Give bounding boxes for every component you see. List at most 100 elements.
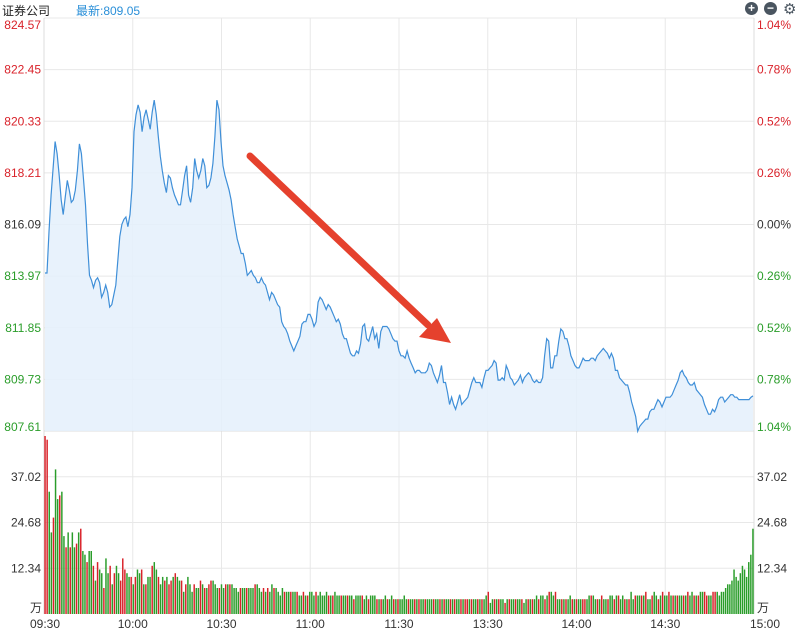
volume-bar	[609, 595, 611, 614]
volume-bar	[607, 599, 609, 614]
volume-bar	[672, 595, 674, 614]
time-tick-label: 10:00	[118, 617, 148, 631]
volume-bar	[128, 576, 130, 614]
volume-bar	[724, 588, 727, 614]
volume-bar	[750, 554, 752, 614]
volume-bar	[634, 595, 637, 614]
volume-bar	[382, 599, 384, 614]
volume-bar	[271, 584, 273, 614]
time-tick-label: 11:30	[384, 617, 413, 631]
volume-bar	[170, 580, 172, 614]
time-tick-label: 14:00	[561, 617, 591, 631]
volume-bar	[157, 576, 160, 614]
volume-bar	[699, 591, 702, 614]
volume-bar	[300, 595, 303, 614]
volume-bar	[741, 565, 744, 614]
volume-bar	[405, 599, 408, 614]
volume-bar	[548, 591, 550, 614]
volume-bar	[508, 599, 511, 614]
volume-bar	[426, 599, 429, 614]
volume-bar	[663, 595, 666, 614]
volume-bar	[180, 580, 183, 614]
volume-bar	[161, 576, 164, 614]
price-tick-label: 820.33	[4, 114, 41, 128]
volume-bar	[453, 599, 456, 614]
volume-bar	[617, 595, 620, 614]
volume-bar	[229, 584, 231, 614]
volume-bar	[199, 580, 202, 614]
volume-bar	[592, 595, 595, 614]
volume-bar	[361, 595, 363, 614]
volume-bar	[313, 595, 315, 614]
volume-bar	[203, 588, 206, 614]
percent-tick-label: 0.52%	[757, 321, 791, 335]
volume-bar	[567, 599, 569, 614]
plus-circle-icon[interactable]: +	[745, 2, 758, 15]
volume-bar	[393, 599, 395, 614]
volume-bar	[56, 499, 59, 614]
volume-bar	[638, 595, 641, 614]
volume-bar	[653, 591, 655, 614]
volume-bar	[693, 595, 695, 614]
volume-bar	[464, 599, 466, 614]
volume-bar	[735, 576, 737, 614]
volume-bar	[594, 599, 597, 614]
minus-circle-icon[interactable]: −	[764, 2, 777, 15]
volume-bar	[390, 595, 393, 614]
volume-bar	[666, 595, 668, 614]
volume-bar	[552, 595, 555, 614]
volume-bar	[367, 599, 370, 614]
volume-bar	[703, 591, 706, 614]
volume-bar	[474, 599, 477, 614]
volume-bar	[516, 599, 519, 614]
volume-bar	[416, 599, 418, 614]
volume-bar	[731, 580, 733, 614]
percent-tick-label: 0.78%	[757, 63, 791, 77]
volume-bar	[130, 576, 132, 614]
volume-bar	[92, 565, 95, 614]
volume-bar	[428, 599, 431, 614]
volume-bar	[519, 599, 521, 614]
volume-bar	[710, 595, 712, 614]
volume-bar	[745, 576, 748, 614]
volume-bar	[743, 569, 746, 614]
price-tick-label: 813.97	[4, 269, 41, 283]
gear-icon[interactable]: ⚙	[783, 1, 797, 18]
volume-bar	[248, 588, 250, 614]
volume-bar	[642, 595, 645, 614]
volume-bar	[680, 595, 683, 614]
volume-bar	[489, 602, 492, 614]
volume-bar	[655, 595, 658, 614]
volume-bar	[500, 599, 502, 614]
price-tick-label: 818.21	[4, 166, 41, 180]
volume-bar	[651, 595, 653, 614]
volume-bar	[77, 532, 80, 614]
volume-bar	[523, 602, 525, 614]
volume-bar	[485, 595, 487, 614]
volume-bar	[701, 591, 704, 614]
volume-bar	[739, 573, 742, 614]
volume-bar	[689, 595, 691, 614]
volume-bar	[403, 595, 405, 614]
volume-bar	[149, 576, 151, 614]
percent-tick-label: 0.26%	[757, 269, 791, 283]
volume-bar	[67, 532, 69, 614]
volume-bar	[71, 532, 74, 614]
volume-bar	[65, 547, 67, 614]
volume-bar	[317, 595, 319, 614]
price-tick-label: 811.85	[5, 321, 41, 335]
time-tick-label: 15:00	[750, 617, 780, 631]
volume-bar	[550, 591, 553, 614]
volume-bar	[239, 588, 242, 614]
volume-bar	[143, 584, 145, 614]
volume-bar	[140, 569, 143, 614]
volume-bar	[458, 599, 460, 614]
volume-bar	[603, 599, 605, 614]
volume-bar	[277, 591, 279, 614]
volume-bar	[245, 588, 248, 614]
volume-bar	[189, 584, 191, 614]
volume-bar	[145, 584, 147, 614]
volume-bar	[348, 595, 351, 614]
volume-bar	[231, 584, 233, 614]
volume-bar	[378, 599, 380, 614]
